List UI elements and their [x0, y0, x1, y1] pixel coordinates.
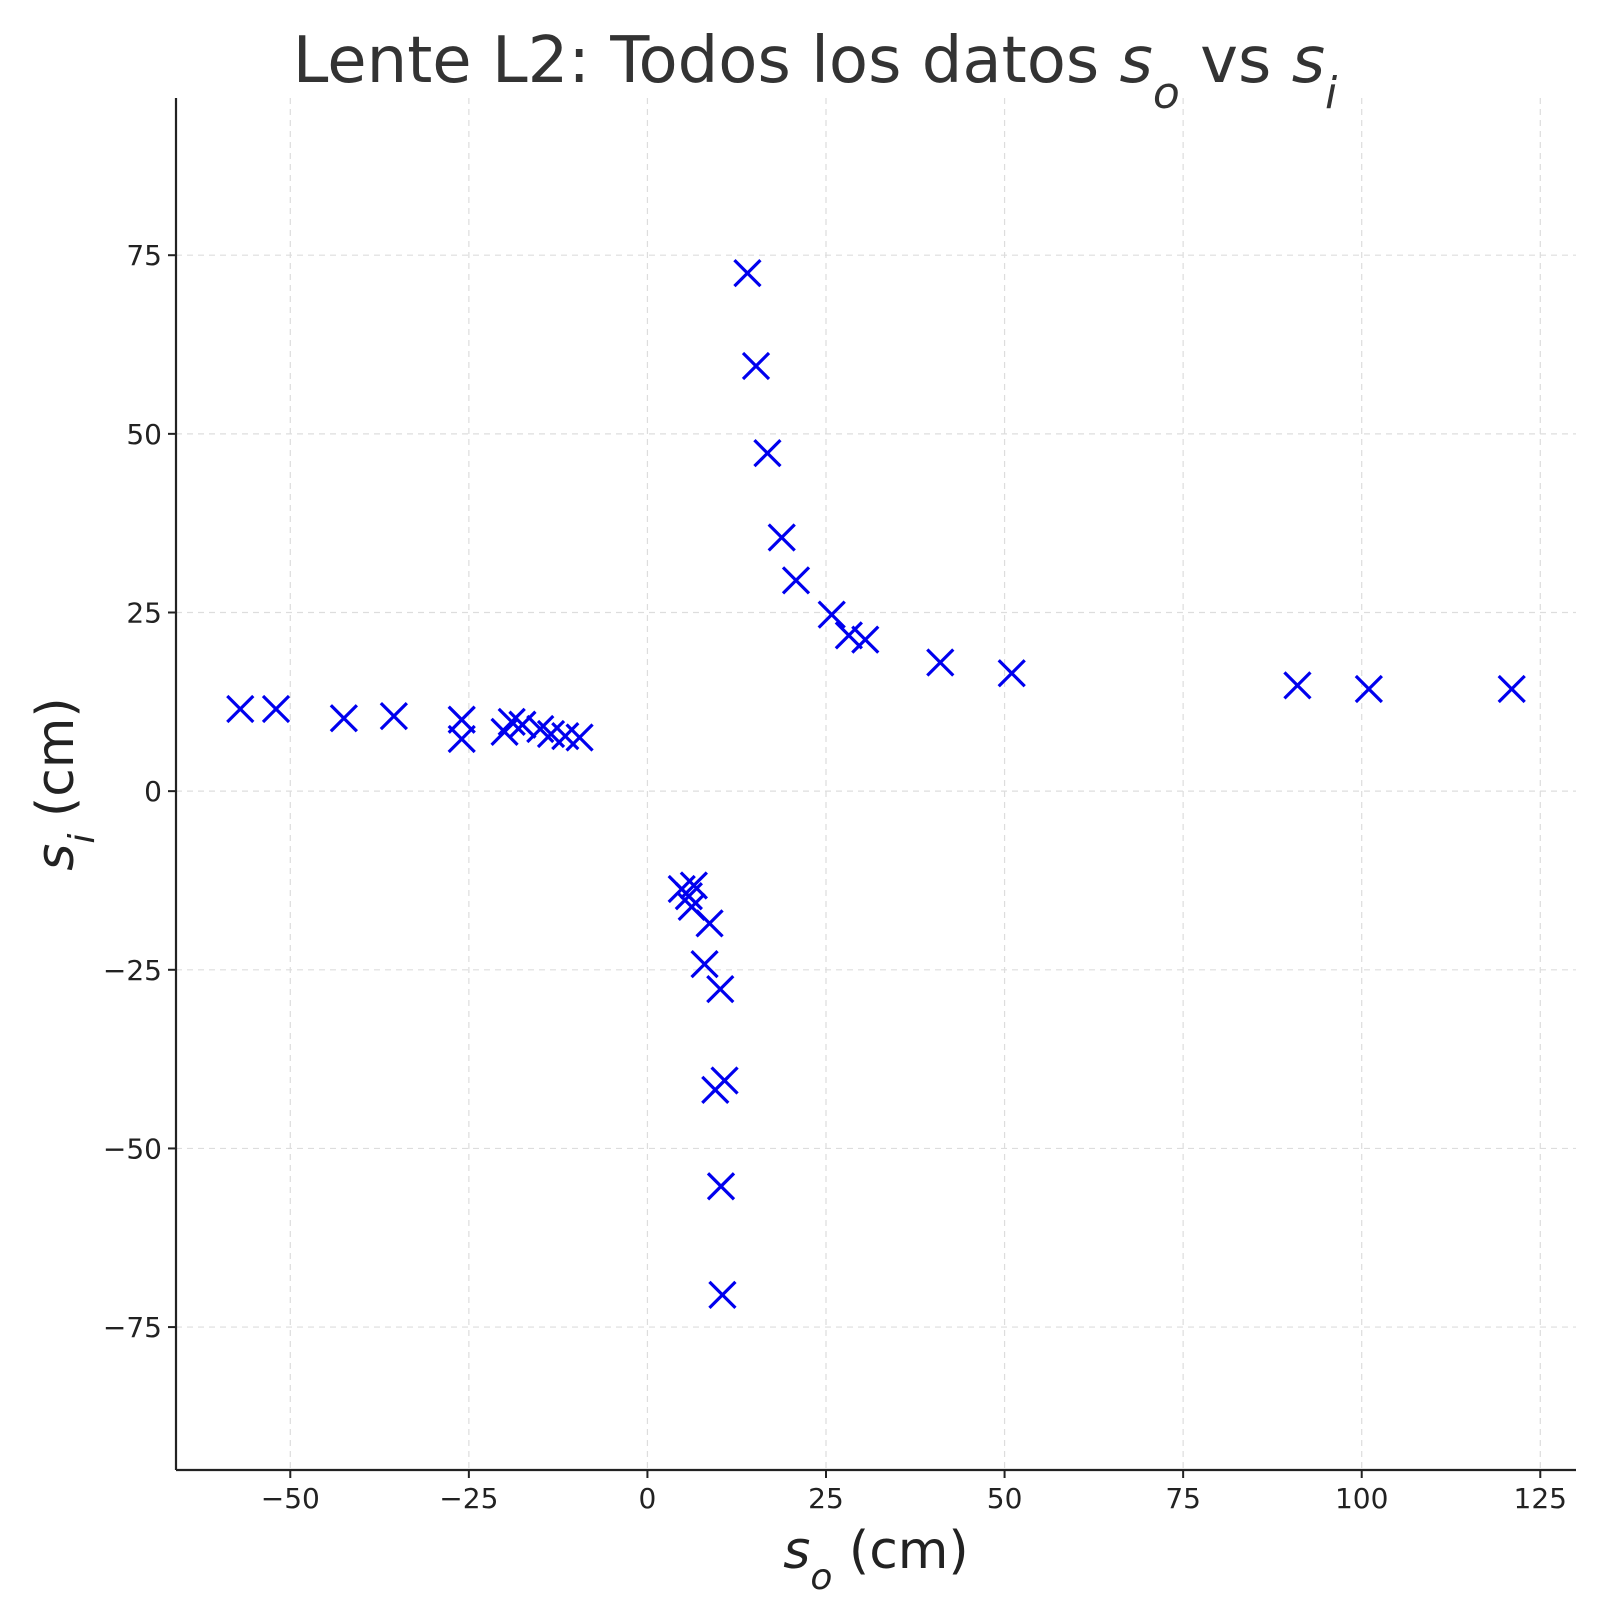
chart-title-symbol-si: s — [1292, 24, 1325, 98]
data-point — [834, 621, 863, 650]
data-point — [851, 625, 880, 654]
y-tick-label: 0 — [144, 775, 162, 808]
data-point — [508, 710, 537, 739]
chart-title-symbol-so: s — [1120, 24, 1153, 98]
data-points — [226, 258, 1526, 1310]
x-tick-label: 75 — [1165, 1482, 1201, 1515]
chart-title-main: Lente L2: Todos los datos — [293, 24, 1120, 98]
data-point — [1283, 671, 1312, 700]
y-axis-label-symbol: s — [26, 844, 86, 871]
data-point — [379, 701, 408, 731]
y-tick-label: 25 — [126, 597, 162, 630]
x-axis-ticks: −50 −25 0 25 50 75 100 125 — [261, 1470, 1567, 1515]
y-tick-label: 75 — [126, 239, 162, 272]
data-point — [695, 909, 724, 938]
data-point — [690, 949, 719, 979]
data-point — [526, 714, 555, 744]
data-point — [329, 704, 358, 733]
chart-title-subscript-o: o — [1153, 68, 1180, 119]
data-point — [551, 721, 580, 751]
data-point — [741, 351, 771, 381]
grid — [176, 98, 1576, 1470]
data-point — [708, 1280, 737, 1310]
y-axis-label-unit: (cm) — [26, 697, 86, 833]
y-tick-label: 50 — [126, 418, 162, 451]
chart-title: Lente L2: Todos los datos so vs si — [293, 24, 1338, 119]
x-axis-label-unit: (cm) — [832, 1521, 968, 1581]
x-axis-label: so (cm) — [783, 1521, 968, 1598]
x-tick-label: 100 — [1335, 1482, 1388, 1515]
y-tick-label: −50 — [103, 1132, 162, 1165]
x-tick-label: 50 — [987, 1482, 1023, 1515]
data-point — [817, 600, 846, 629]
data-point — [926, 648, 955, 677]
data-point — [447, 724, 476, 754]
data-point — [706, 974, 735, 1004]
data-point — [733, 258, 762, 288]
x-tick-label: 125 — [1514, 1482, 1567, 1515]
x-tick-label: −25 — [439, 1482, 498, 1515]
x-axis-label-subscript: o — [810, 1557, 832, 1598]
data-point — [226, 694, 255, 724]
y-tick-label: −75 — [103, 1311, 162, 1344]
data-point — [497, 707, 526, 736]
y-axis-ticks: −75 −50 −25 0 25 50 75 — [103, 239, 176, 1344]
data-point — [753, 439, 782, 468]
data-point — [1497, 674, 1526, 704]
data-point — [261, 694, 291, 724]
x-tick-label: 0 — [639, 1482, 657, 1515]
data-point — [1354, 674, 1383, 704]
data-point — [767, 523, 796, 552]
x-tick-label: −50 — [261, 1482, 320, 1515]
x-axis-label-symbol: s — [783, 1521, 810, 1581]
data-point — [781, 566, 811, 595]
y-tick-label: −25 — [103, 954, 162, 987]
data-point — [997, 659, 1026, 688]
data-point — [565, 723, 594, 752]
y-axis-label-subscript: i — [62, 834, 103, 844]
chart-title-subscript-i: i — [1325, 68, 1338, 119]
y-axis-label: si (cm) — [26, 697, 103, 870]
chart-title-vs: vs — [1180, 24, 1292, 98]
data-point — [701, 1075, 730, 1104]
data-point — [706, 1172, 736, 1201]
x-tick-label: 25 — [808, 1482, 844, 1515]
